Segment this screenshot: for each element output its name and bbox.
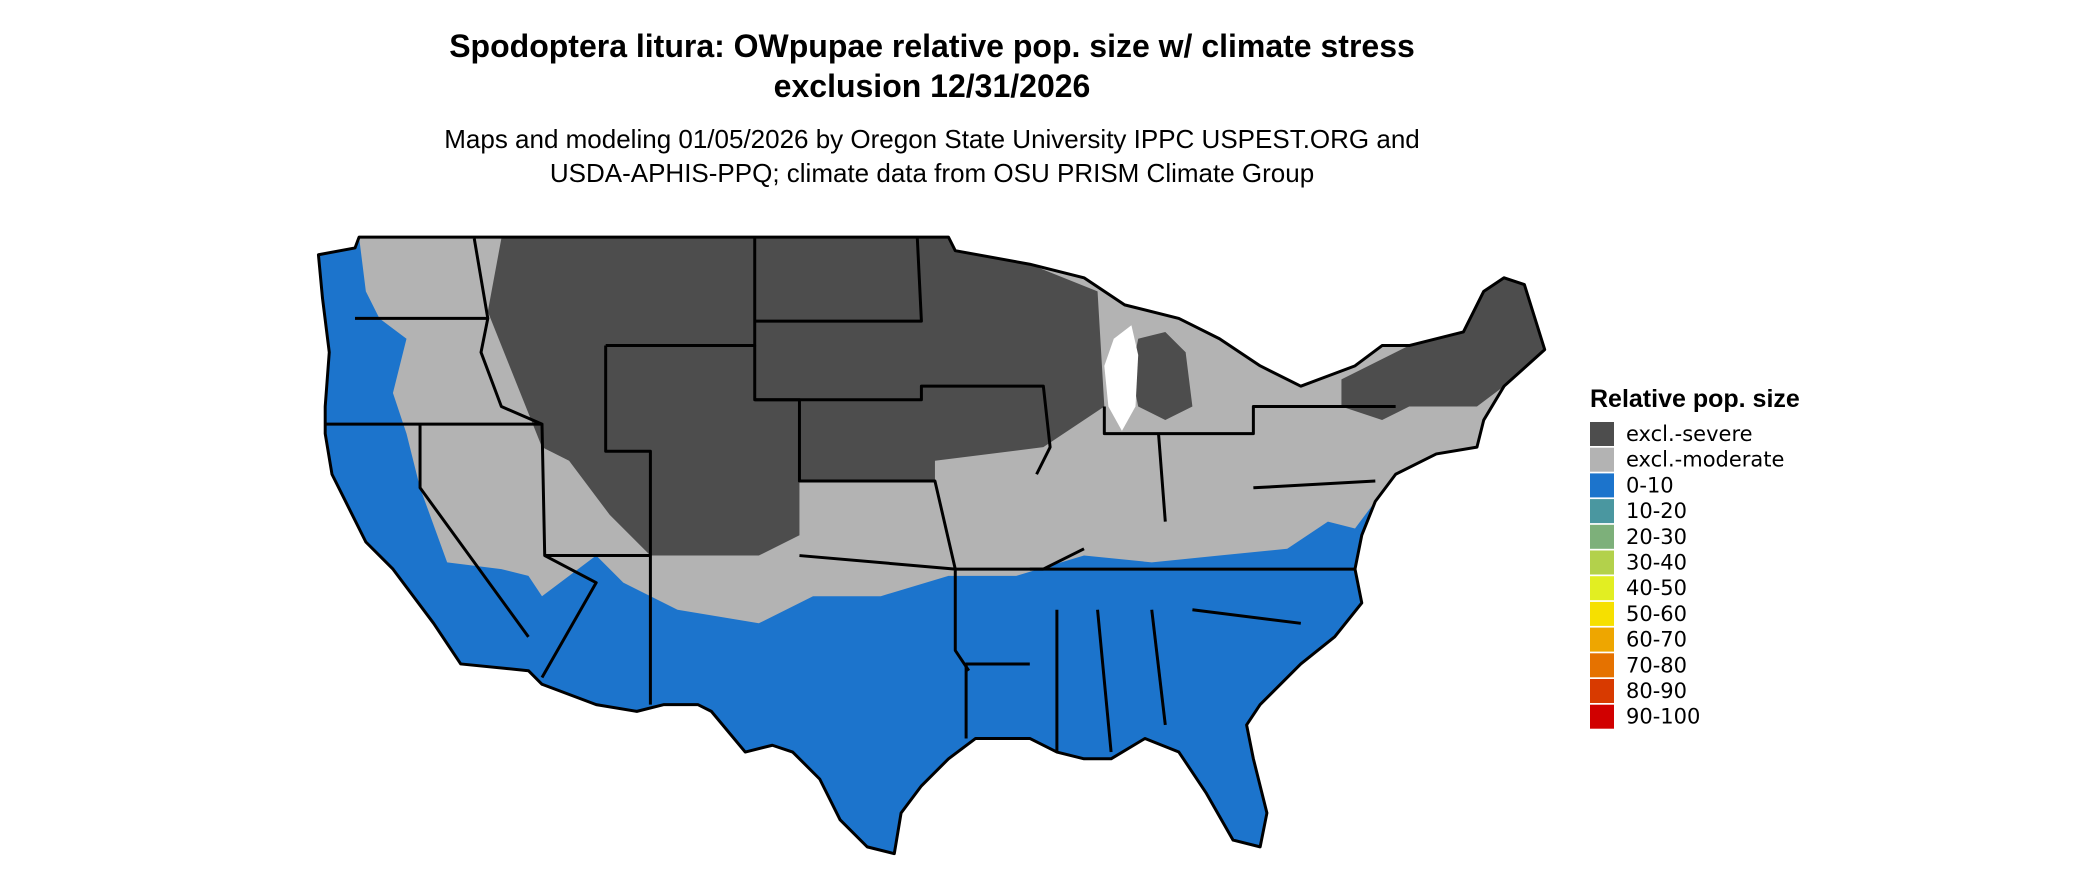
legend-label: 90-100	[1626, 705, 1700, 729]
legend-swatch	[1590, 679, 1614, 703]
legend-swatch	[1590, 499, 1614, 524]
map-title: Spodoptera litura: OWpupae relative pop.…	[449, 28, 1415, 64]
legend-swatch	[1590, 422, 1614, 446]
legend-title: Relative pop. size	[1590, 385, 1800, 413]
state-borders	[316, 235, 1547, 856]
legend-swatch	[1590, 627, 1614, 652]
legend-label: 50-60	[1626, 602, 1687, 626]
legend-swatch	[1590, 601, 1614, 626]
region-severe	[1131, 331, 1193, 421]
legend-swatch	[1590, 550, 1614, 575]
map-subtitle: Maps and modeling 01/05/2026 by Oregon S…	[444, 124, 1420, 154]
legend-label: 20-30	[1626, 525, 1687, 549]
legend: excl.-severeexcl.-moderate0-1010-2020-30…	[1590, 422, 1784, 729]
map-title: exclusion 12/31/2026	[774, 68, 1091, 104]
legend-swatch	[1590, 704, 1614, 729]
region-severe	[1341, 277, 1545, 421]
legend-label: 10-20	[1626, 499, 1687, 523]
legend-swatch	[1590, 447, 1614, 472]
legend-label: excl.-moderate	[1626, 448, 1784, 472]
legend-label: 0-10	[1626, 473, 1674, 497]
legend-label: 60-70	[1626, 628, 1687, 652]
us-map	[316, 235, 1547, 856]
lake-michigan	[1104, 325, 1139, 431]
legend-label: 80-90	[1626, 679, 1687, 703]
legend-label: excl.-severe	[1626, 422, 1753, 446]
map-subtitle: USDA-APHIS-PPQ; climate data from OSU PR…	[550, 158, 1314, 188]
legend-label: 70-80	[1626, 653, 1687, 677]
legend-swatch	[1590, 473, 1614, 498]
legend-label: 40-50	[1626, 576, 1687, 600]
legend-swatch	[1590, 576, 1614, 601]
legend-swatch	[1590, 524, 1614, 549]
region-severe	[487, 238, 1105, 556]
legend-label: 30-40	[1626, 551, 1687, 575]
legend-swatch	[1590, 653, 1614, 678]
